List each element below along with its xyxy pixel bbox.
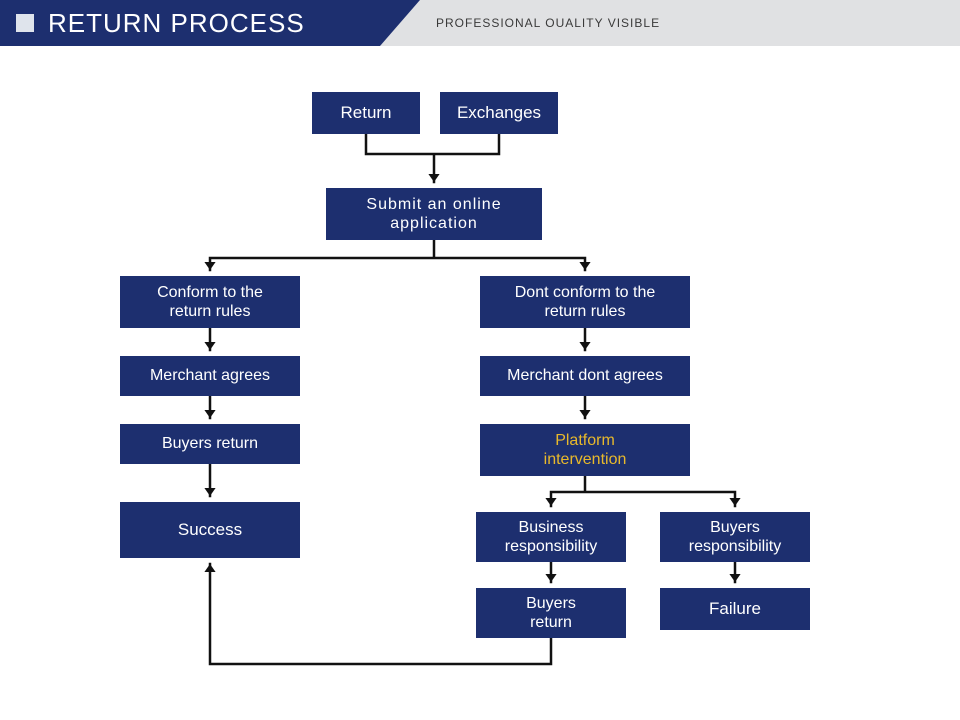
node-exchanges: Exchanges xyxy=(440,92,558,134)
node-return: Return xyxy=(312,92,420,134)
header-gray-strip: PROFESSIONAL OUALITY VISIBLE xyxy=(380,0,960,46)
node-failure: Failure xyxy=(660,588,810,630)
header-title: RETURN PROCESS xyxy=(48,8,305,39)
header-square-icon xyxy=(16,14,34,32)
node-buy_resp: Buyersresponsibility xyxy=(660,512,810,562)
node-buyer_ret1: Buyers return xyxy=(120,424,300,464)
node-submit: Submit an onlineapplication xyxy=(326,188,542,240)
header-blue-strip: RETURN PROCESS xyxy=(0,0,420,46)
node-biz_resp: Businessresponsibility xyxy=(476,512,626,562)
header: PROFESSIONAL OUALITY VISIBLE RETURN PROC… xyxy=(0,0,960,46)
node-merch_yes: Merchant agrees xyxy=(120,356,300,396)
node-conform: Conform to thereturn rules xyxy=(120,276,300,328)
node-dont: Dont conform to thereturn rules xyxy=(480,276,690,328)
flowchart-stage: Return Exchanges Submit an onlineapplicati… xyxy=(0,46,960,720)
node-platform: Platformintervention xyxy=(480,424,690,476)
node-buyer_ret2: Buyersreturn xyxy=(476,588,626,638)
header-subtitle: PROFESSIONAL OUALITY VISIBLE xyxy=(436,16,660,30)
node-success: Success xyxy=(120,502,300,558)
node-merch_no: Merchant dont agrees xyxy=(480,356,690,396)
